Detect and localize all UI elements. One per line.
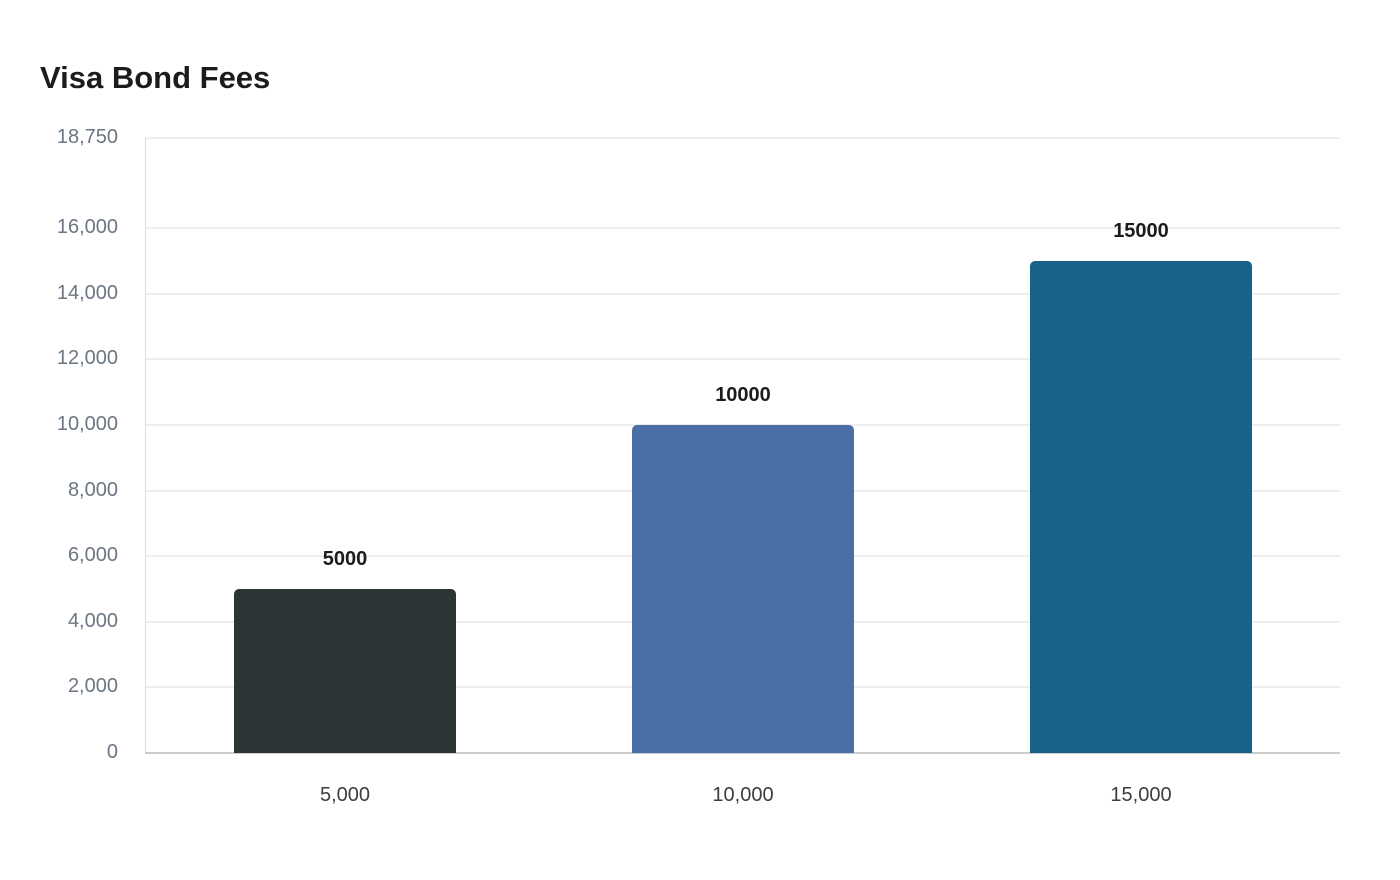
- y-tick-label: 16,000: [56, 216, 118, 239]
- x-tick-label: 15,000: [1110, 784, 1172, 806]
- y-tick-label: 0: [106, 741, 118, 763]
- y-tick-label: 2,000: [67, 675, 118, 698]
- gridline: [146, 358, 1340, 361]
- y-tick-label: 6,000: [67, 544, 118, 567]
- y-tick-label: 12,000: [56, 347, 118, 370]
- bar[interactable]: [632, 425, 854, 753]
- y-tick-label: 14,000: [56, 281, 118, 304]
- gridline: [146, 292, 1340, 295]
- bar[interactable]: [234, 589, 456, 753]
- x-axis-line: [145, 752, 1340, 754]
- y-tick-label: 10,000: [56, 413, 118, 435]
- bar-value-label: 10000: [715, 384, 771, 406]
- y-tick-label: 18,750: [56, 126, 118, 148]
- x-tick-label: 10,000: [712, 784, 774, 806]
- bar-value-label: 5000: [322, 548, 368, 570]
- bar[interactable]: [1030, 261, 1252, 753]
- bar-value-label: 15000: [1113, 220, 1169, 242]
- y-axis-line: [145, 138, 146, 753]
- y-tick-label: 8,000: [67, 478, 118, 501]
- gridline: [146, 227, 1340, 230]
- x-tick-label: 5,000: [319, 784, 371, 806]
- y-tick-label: 4,000: [67, 609, 118, 632]
- chart-title: Visa Bond Fees: [40, 60, 271, 95]
- gridline: [146, 137, 1340, 139]
